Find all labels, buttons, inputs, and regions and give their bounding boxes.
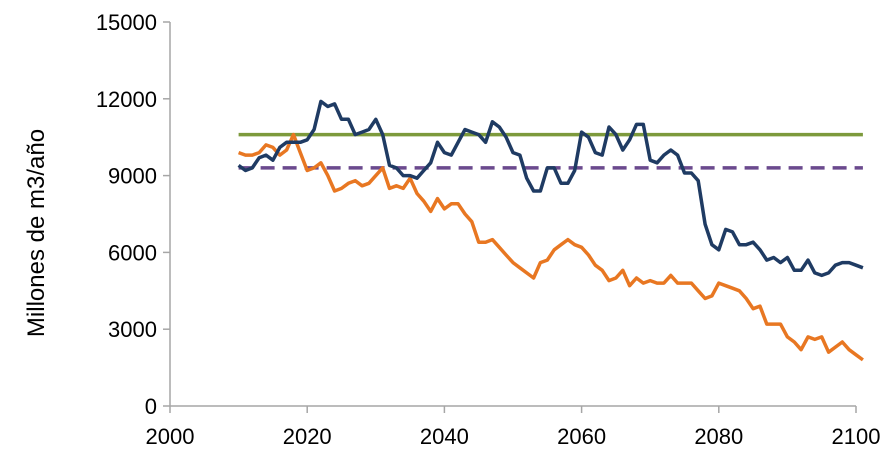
x-tick-label: 2040 xyxy=(420,424,469,449)
y-tick-label: 6000 xyxy=(108,240,157,265)
y-tick-label: 9000 xyxy=(108,164,157,189)
x-tick-label: 2080 xyxy=(694,424,743,449)
y-tick-label: 15000 xyxy=(96,10,157,35)
plot-area xyxy=(237,99,864,362)
x-tick-label: 2020 xyxy=(283,424,332,449)
series-line-1 xyxy=(238,132,864,362)
x-axis-ticks: 2000 2020 2040 2060 2080 2100 xyxy=(146,406,881,449)
y-axis-ticks: 0 3000 6000 9000 12000 15000 xyxy=(96,10,170,419)
y-tick-label: 0 xyxy=(145,394,157,419)
y-tick-label: 12000 xyxy=(96,87,157,112)
y-axis-title: Millones de m3/año xyxy=(23,129,50,337)
y-tick-label: 3000 xyxy=(108,317,157,342)
x-tick-label: 2060 xyxy=(557,424,606,449)
series-line-0 xyxy=(237,99,864,278)
x-tick-label: 2100 xyxy=(832,424,881,449)
x-tick-label: 2000 xyxy=(146,424,195,449)
